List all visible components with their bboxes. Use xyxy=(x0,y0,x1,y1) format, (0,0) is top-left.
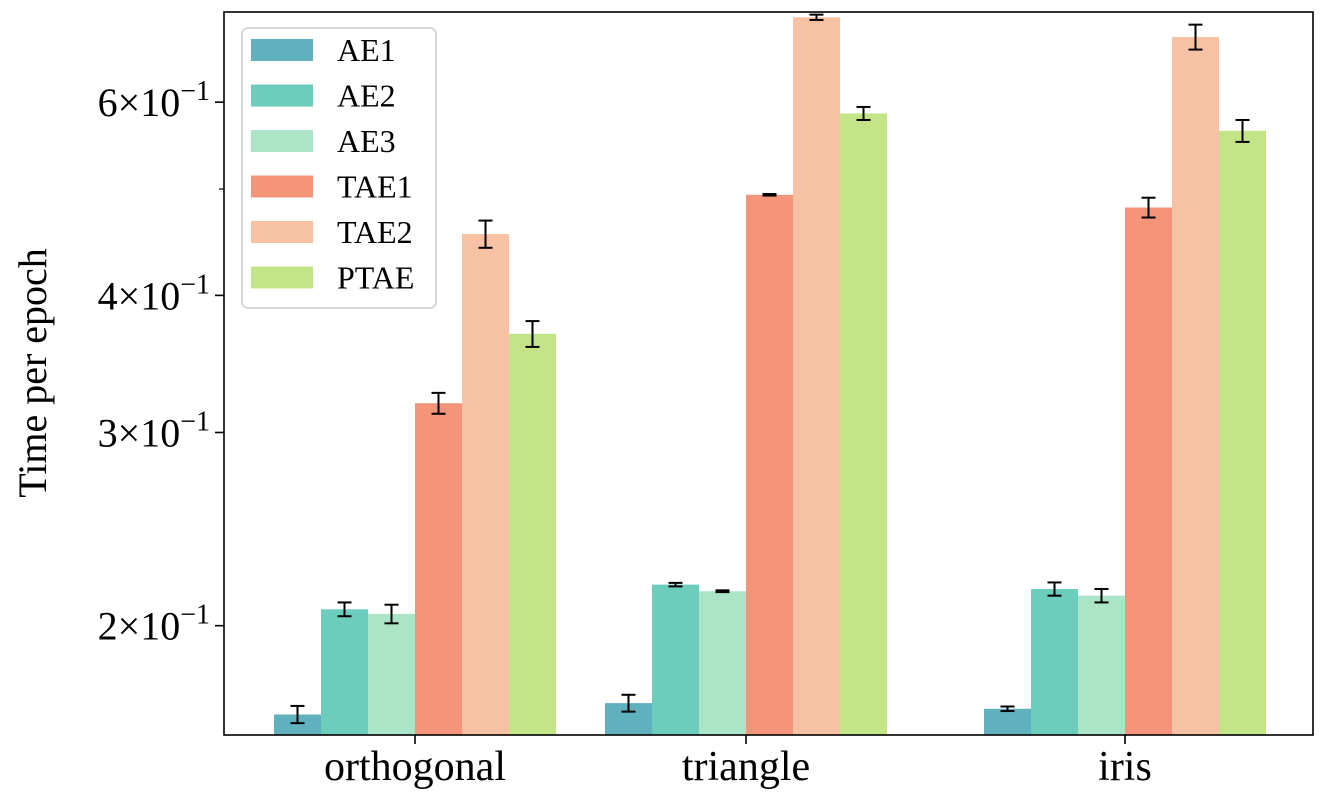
errorbar-ae3-iris xyxy=(1094,588,1109,604)
bars-layer xyxy=(274,17,1266,736)
errorbar-ae2-orthogonal xyxy=(337,601,352,618)
legend: AE1 AE2 AE3 TAE1 TAE2 PTAE xyxy=(241,27,437,309)
bar-ptae-iris xyxy=(1219,130,1266,735)
errorbar-ptae-orthogonal xyxy=(525,320,540,348)
bar-tae2-triangle xyxy=(793,17,840,736)
y-tick-label: 2×10−1 xyxy=(98,600,210,649)
errorbar-ae1-orthogonal xyxy=(290,704,305,725)
errorbar-ae2-iris xyxy=(1047,581,1062,597)
x-tick-label-triangle: triangle xyxy=(682,744,810,790)
legend-items: AE1 AE2 AE3 TAE1 TAE2 PTAE xyxy=(251,32,414,296)
bar-ae3-orthogonal xyxy=(368,613,415,735)
bar-ae3-iris xyxy=(1078,595,1125,735)
errorbar-tae2-triangle xyxy=(809,13,824,21)
legend-swatch-tae1 xyxy=(251,175,313,198)
legend-swatch-ae1 xyxy=(251,39,313,61)
errorbar-ae2-triangle xyxy=(668,581,683,588)
x-tick-label-iris: iris xyxy=(1098,744,1152,790)
y-tick-label: 4×10−1 xyxy=(98,269,210,318)
errorbar-ae1-triangle xyxy=(621,693,636,713)
legend-swatch-ptae xyxy=(251,266,313,289)
bar-ae1-iris xyxy=(984,708,1031,735)
errorbar-tae2-iris xyxy=(1188,23,1203,51)
bar-ae2-triangle xyxy=(652,584,699,735)
x-tick-label-orthogonal: orthogonal xyxy=(324,744,506,790)
legend-swatch-ae2 xyxy=(251,84,313,107)
bar-tae1-triangle xyxy=(746,194,793,735)
bar-tae2-iris xyxy=(1172,36,1219,735)
x-axis-ticks: orthogonal triangle iris xyxy=(324,735,1152,790)
errorbar-tae1-triangle xyxy=(762,193,777,197)
y-tick-label: 6×10−1 xyxy=(98,76,210,125)
errorbar-ae3-triangle xyxy=(715,589,730,594)
legend-swatch-tae2 xyxy=(251,221,313,243)
y-axis-label: Time per epoch xyxy=(10,248,55,498)
errorbar-tae2-orthogonal xyxy=(478,219,493,249)
legend-label-ae3: AE3 xyxy=(337,123,396,159)
bar-ptae-triangle xyxy=(840,113,887,736)
legend-label-ae2: AE2 xyxy=(337,78,396,114)
errorbar-tae1-iris xyxy=(1141,196,1156,219)
errorbars-layer xyxy=(290,13,1250,725)
errorbar-ptae-iris xyxy=(1235,118,1250,143)
bar-tae1-iris xyxy=(1125,207,1172,736)
legend-label-tae2: TAE2 xyxy=(337,214,413,250)
bar-tae2-orthogonal xyxy=(462,233,509,735)
errorbar-ae3-orthogonal xyxy=(384,603,399,625)
bar-ae2-iris xyxy=(1031,589,1078,735)
legend-label-ptae: PTAE xyxy=(337,260,414,296)
bar-ae2-orthogonal xyxy=(321,609,368,735)
bar-tae1-orthogonal xyxy=(415,403,462,735)
legend-swatch-ae3 xyxy=(251,130,313,152)
plot-frame xyxy=(223,11,1314,736)
y-tick-label: 3×10−1 xyxy=(98,406,210,455)
errorbar-ptae-triangle xyxy=(856,105,871,121)
errorbar-tae1-orthogonal xyxy=(431,391,446,415)
errorbar-ae1-iris xyxy=(1000,705,1015,713)
bar-ptae-orthogonal xyxy=(509,333,556,735)
legend-label-tae1: TAE1 xyxy=(337,169,413,205)
bar-ae3-triangle xyxy=(699,591,746,735)
legend-label-ae1: AE1 xyxy=(337,32,396,68)
bar-ae1-orthogonal xyxy=(274,714,321,735)
y-axis-ticks: 2×10−1 3×10−1 4×10−1 6×10−1 xyxy=(98,76,224,649)
